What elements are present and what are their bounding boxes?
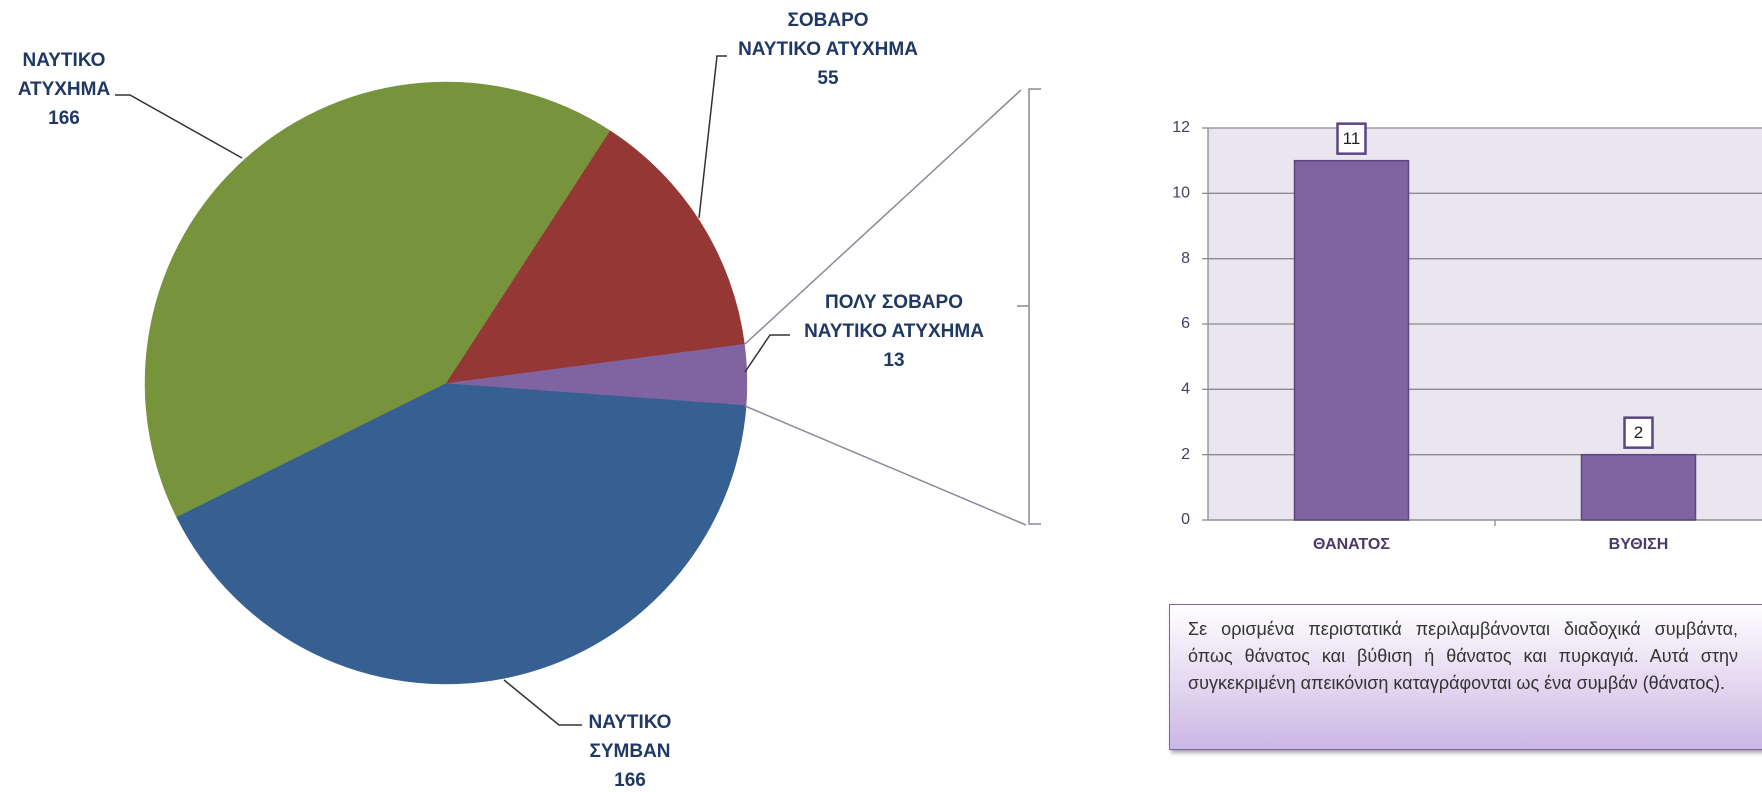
pie-slice <box>176 382 747 685</box>
zoom-line <box>744 89 1022 345</box>
slice-value: 166 <box>48 108 80 129</box>
bracket <box>1017 88 1041 525</box>
x-tick-label: ΘΑΝΑΤΟΣ <box>1313 536 1390 553</box>
y-tick-label: 8 <box>1181 250 1190 267</box>
y-tick-label: 2 <box>1181 446 1190 463</box>
x-tick-label: ΒΥΘΙΣΗ <box>1609 536 1669 553</box>
value-label-box <box>1336 122 1367 155</box>
slice-label: ΝΑΥΤΙΚΟ ΑΤΥΧΗΜΑ 166 <box>18 46 110 133</box>
slice-name: ΠΟΛΥ ΣΟΒΑΡΟ ΝΑΥΤΙΚΟ ΑΤΥΧΗΜΑ <box>804 292 984 342</box>
slice-name: ΣΟΒΑΡΟ ΝΑΥΤΙΚΟ ΑΤΥΧΗΜΑ <box>738 10 918 60</box>
y-tick-label: 0 <box>1181 511 1190 528</box>
pie-slice <box>445 130 745 384</box>
value-label-box <box>1623 416 1654 449</box>
slice-label: ΝΑΥΤΙΚΟ ΣΥΜΒΑΝ 166 <box>589 708 672 792</box>
y-tick-label: 6 <box>1181 315 1190 332</box>
value-label: 2 <box>1634 423 1643 442</box>
leader-line <box>698 55 727 219</box>
note-box: Σε ορισμένα περιστατικά περιλαμβάνονται … <box>1169 604 1762 750</box>
leader-line <box>503 679 582 726</box>
pie-slice <box>144 81 611 518</box>
y-tick-label: 4 <box>1181 381 1190 398</box>
leader-line <box>115 94 243 159</box>
leaders <box>115 55 790 726</box>
slice-name: ΝΑΥΤΙΚΟ ΑΤΥΧΗΜΑ <box>17 50 111 100</box>
zoom-line <box>744 405 1027 526</box>
slice-value: 55 <box>817 68 839 89</box>
bar <box>1580 453 1697 521</box>
slice-value: 13 <box>883 350 905 371</box>
leader-line <box>744 334 790 373</box>
value-label: 11 <box>1343 129 1361 148</box>
slice-label: ΣΟΒΑΡΟ ΝΑΥΤΙΚΟ ΑΤΥΧΗΜΑ 55 <box>738 6 918 93</box>
slice-value: 166 <box>614 770 646 791</box>
bar <box>1293 159 1410 521</box>
y-tick-label: 10 <box>1172 185 1190 202</box>
zoom-connectors <box>744 88 1041 526</box>
slice-label: ΠΟΛΥ ΣΟΒΑΡΟ ΝΑΥΤΙΚΟ ΑΤΥΧΗΜΑ 13 <box>804 288 984 375</box>
slice-name: ΝΑΥΤΙΚΟ ΣΥΜΒΑΝ <box>588 712 672 762</box>
y-tick-label: 12 <box>1172 119 1190 136</box>
